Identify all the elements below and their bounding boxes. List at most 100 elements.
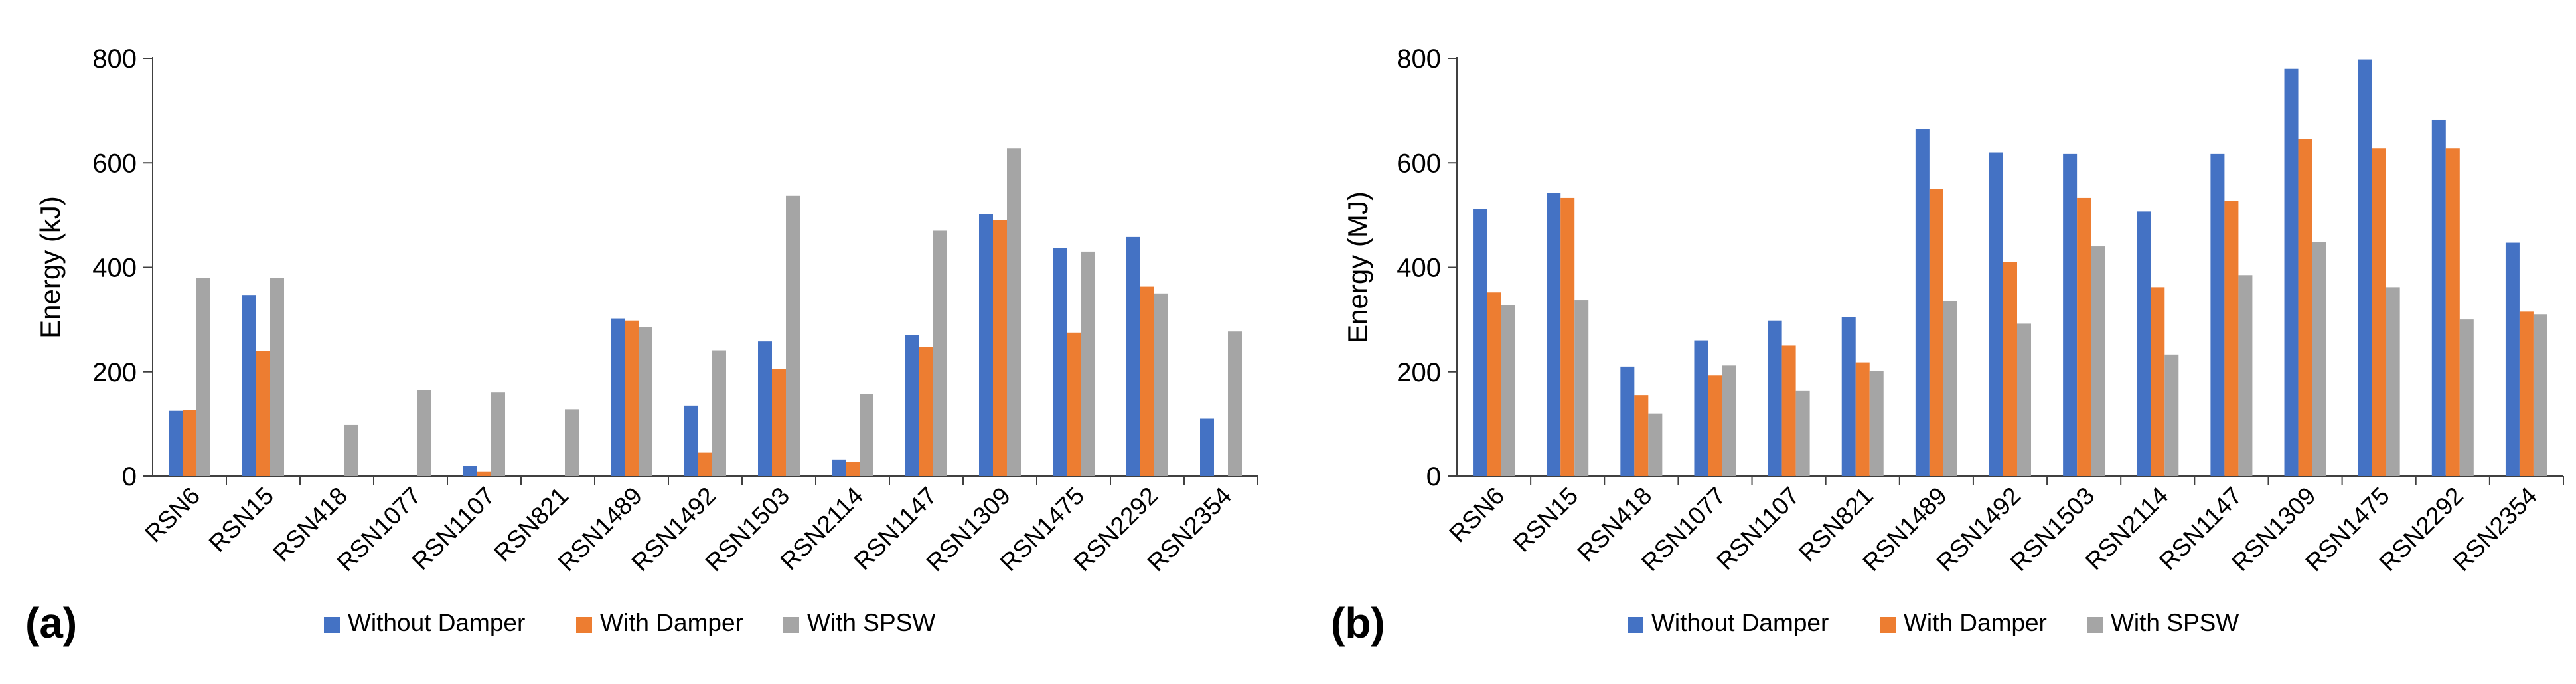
bar-without-damper-rsn1503 xyxy=(2063,153,2078,477)
y-tick-label: 600 xyxy=(92,149,137,178)
bar-with-spsw-rsn1077 xyxy=(1722,365,1736,476)
y-tick-label: 200 xyxy=(92,358,137,387)
bar-with-damper-rsn1489 xyxy=(1929,189,1943,476)
bar-with-spsw-rsn821 xyxy=(565,409,579,476)
bar-without-damper-rsn418 xyxy=(1620,366,1635,476)
legend-label: With SPSW xyxy=(2111,609,2239,636)
legend-swatch xyxy=(1880,617,1896,633)
bar-with-spsw-rsn1475 xyxy=(1081,251,1095,476)
bar-with-damper-rsn1077 xyxy=(1708,375,1722,476)
bar-with-damper-rsn1492 xyxy=(2003,262,2017,476)
bar-without-damper-rsn1147 xyxy=(905,335,919,476)
panel-label: (b) xyxy=(1331,599,1385,647)
y-tick-label: 200 xyxy=(1397,358,1441,387)
legend-label: With Damper xyxy=(1904,609,2047,636)
bar-without-damper-rsn1309 xyxy=(2284,68,2299,477)
bar-with-spsw-rsn2354 xyxy=(1228,331,1242,476)
bar-with-spsw-rsn1309 xyxy=(2312,242,2326,476)
bar-with-damper-rsn821 xyxy=(1855,362,1870,476)
bar-with-spsw-rsn1147 xyxy=(2238,275,2253,476)
bar-with-damper-rsn1309 xyxy=(2298,139,2312,476)
bar-without-damper-rsn821 xyxy=(1841,317,1856,476)
bar-with-damper-rsn1475 xyxy=(2372,148,2386,477)
y-tick-label: 800 xyxy=(1397,44,1441,74)
bar-with-damper-rsn1475 xyxy=(1067,332,1081,476)
bar-without-damper-rsn2292 xyxy=(1126,236,1140,476)
bar-without-damper-rsn1492 xyxy=(684,405,698,476)
bar-with-damper-rsn1503 xyxy=(772,369,786,476)
bar-with-spsw-rsn2114 xyxy=(2164,354,2179,476)
bar-without-damper-rsn1309 xyxy=(979,214,993,476)
bar-with-spsw-rsn2114 xyxy=(860,394,873,476)
bar-with-damper-rsn2354 xyxy=(2519,311,2534,476)
bar-without-damper-rsn6 xyxy=(1473,209,1487,476)
bar-with-damper-rsn15 xyxy=(256,351,270,476)
bar-with-spsw-rsn1503 xyxy=(2091,246,2105,476)
bar-with-damper-rsn6 xyxy=(183,410,196,476)
x-tick-label: RSN6 xyxy=(139,482,205,548)
bar-with-damper-rsn2114 xyxy=(2151,287,2165,476)
bar-with-damper-rsn1147 xyxy=(2224,201,2239,476)
y-axis-title: Energy (kJ) xyxy=(35,196,66,339)
bar-with-damper-rsn1309 xyxy=(993,220,1007,476)
bar-with-damper-rsn2292 xyxy=(2445,148,2460,477)
bar-with-spsw-rsn6 xyxy=(1501,305,1515,476)
y-axis-title: Energy (MJ) xyxy=(1342,191,1373,343)
bar-without-damper-rsn2354 xyxy=(1200,418,1214,476)
bar-without-damper-rsn6 xyxy=(169,410,183,476)
bar-without-damper-rsn15 xyxy=(242,295,256,476)
legend-item-with-damper: With Damper xyxy=(576,609,743,636)
bar-without-damper-rsn1107 xyxy=(1768,320,1782,476)
bar-without-damper-rsn1492 xyxy=(1989,152,2003,476)
bar-with-spsw-rsn1309 xyxy=(1007,148,1021,477)
y-tick-label: 400 xyxy=(1397,254,1441,283)
bar-with-spsw-rsn1107 xyxy=(1795,390,1810,476)
legend-label: Without Damper xyxy=(1651,609,1829,636)
legend-label: Without Damper xyxy=(348,609,525,636)
bar-with-spsw-rsn1489 xyxy=(639,327,652,476)
bar-with-spsw-rsn1147 xyxy=(933,230,947,476)
y-tick-label: 400 xyxy=(92,254,137,283)
bar-with-spsw-rsn1107 xyxy=(491,392,505,476)
bar-with-damper-rsn15 xyxy=(1560,197,1575,476)
bar-without-damper-rsn2114 xyxy=(2137,211,2151,476)
bar-without-damper-rsn1077 xyxy=(1694,340,1708,476)
legend-swatch xyxy=(2087,617,2103,633)
bar-with-damper-rsn1492 xyxy=(698,452,712,476)
bar-with-damper-rsn1503 xyxy=(2077,197,2091,476)
bar-with-damper-rsn418 xyxy=(1634,395,1649,476)
bar-with-spsw-rsn1492 xyxy=(2017,323,2031,476)
bar-with-spsw-rsn1492 xyxy=(712,350,726,476)
bar-with-damper-rsn1147 xyxy=(919,347,933,476)
bar-with-spsw-rsn821 xyxy=(1869,371,1884,476)
legend-swatch xyxy=(1628,617,1643,633)
bar-with-spsw-rsn6 xyxy=(196,278,210,476)
bar-with-spsw-rsn1077 xyxy=(417,390,431,476)
y-tick-label: 800 xyxy=(92,44,137,74)
legend-swatch xyxy=(324,617,340,633)
bar-without-damper-rsn1147 xyxy=(2210,153,2225,477)
bar-with-damper-rsn2292 xyxy=(1140,286,1154,476)
bar-without-damper-rsn1475 xyxy=(1053,248,1067,476)
bar-without-damper-rsn15 xyxy=(1547,193,1561,476)
bar-without-damper-rsn2354 xyxy=(2505,242,2520,476)
x-tick-label: RSN15 xyxy=(1508,482,1583,557)
bar-with-spsw-rsn418 xyxy=(344,424,358,476)
bar-with-spsw-rsn2292 xyxy=(1154,293,1168,476)
bar-without-damper-rsn1489 xyxy=(611,318,625,476)
legend-item-without-damper: Without Damper xyxy=(1628,609,1829,636)
y-tick-label: 0 xyxy=(1426,462,1441,491)
bar-with-damper-rsn1107 xyxy=(1781,345,1796,476)
bar-with-spsw-rsn1489 xyxy=(1943,301,1957,476)
bar-with-spsw-rsn15 xyxy=(1574,300,1589,476)
bar-without-damper-rsn1475 xyxy=(2358,59,2372,476)
legend-item-without-damper: Without Damper xyxy=(324,609,525,636)
bar-with-damper-rsn1489 xyxy=(625,320,639,476)
bar-without-damper-rsn1107 xyxy=(463,466,477,476)
legend-item-with-damper: With Damper xyxy=(1880,609,2047,636)
bar-with-spsw-rsn1475 xyxy=(2386,287,2400,476)
bar-with-damper-rsn2114 xyxy=(846,462,860,476)
